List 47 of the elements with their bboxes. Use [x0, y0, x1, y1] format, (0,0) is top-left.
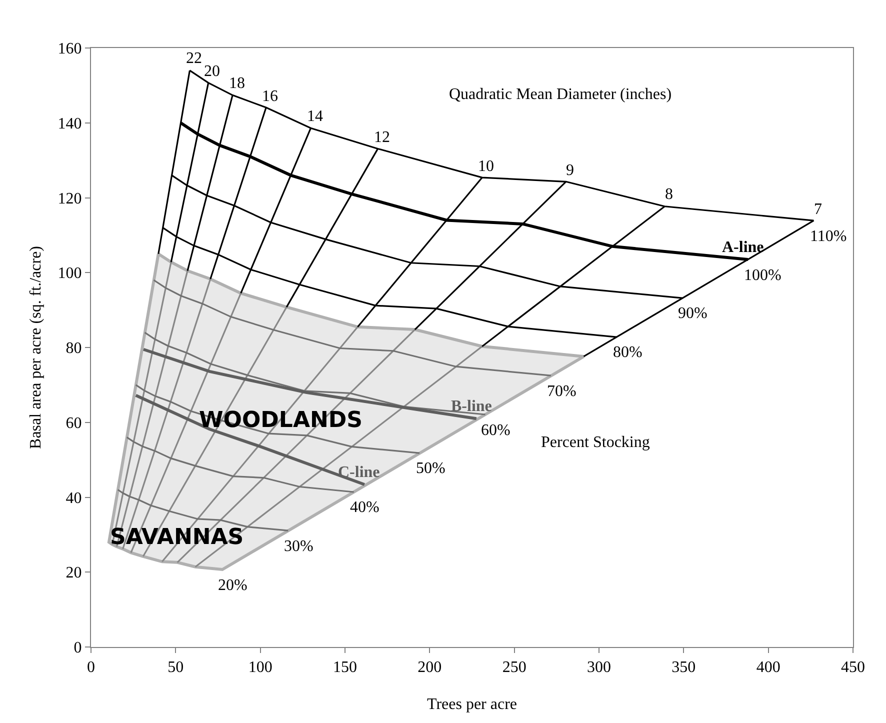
annotation: Percent Stocking: [541, 434, 650, 451]
annotation: 22: [186, 50, 202, 67]
annotation: 18: [229, 75, 245, 92]
annotation: 100%: [744, 267, 782, 284]
annotation: 20%: [218, 577, 248, 594]
annotation: 16: [262, 88, 278, 105]
annotation: 110%: [810, 228, 847, 245]
y-tick-label: 20: [66, 564, 82, 582]
x-tick-label: 0: [87, 659, 95, 676]
annotation: WOODLANDS: [199, 408, 362, 433]
annotation: 10: [478, 158, 494, 175]
y-tick-label: 140: [58, 115, 82, 132]
annotation: Quadratic Mean Diameter (inches): [449, 86, 672, 103]
annotation: 20: [204, 63, 220, 80]
y-tick-label: 100: [58, 265, 82, 282]
x-tick-label: 450: [841, 659, 865, 676]
y-tick-label: 80: [66, 340, 82, 358]
annotation: 7: [814, 201, 822, 218]
y-tick-label: 120: [58, 190, 82, 208]
x-tick-label: 50: [168, 659, 184, 676]
annotation: 40%: [350, 499, 380, 516]
y-axis-title: Basal area per acre (sq. ft./acre): [28, 246, 45, 449]
x-tick-label: 250: [502, 659, 526, 676]
annotation: 80%: [613, 344, 642, 361]
x-axis-title: Trees per acre: [426, 696, 518, 713]
y-tick-label: 0: [74, 640, 82, 657]
x-tick-label: 200: [418, 659, 442, 676]
annotation: 50%: [416, 460, 446, 477]
y-tick-label: 40: [66, 490, 82, 507]
annotation: 60%: [481, 422, 510, 439]
series-label: B-line: [451, 398, 492, 415]
x-tick-label: 350: [672, 659, 696, 676]
annotation: 30%: [284, 538, 314, 555]
annotation: SAVANNAS: [110, 525, 244, 550]
annotation: 14: [307, 108, 323, 125]
annotation: 90%: [678, 305, 708, 322]
annotation: 8: [665, 186, 673, 203]
x-tick-label: 150: [333, 659, 357, 676]
annotation: 12: [374, 129, 390, 146]
y-tick-label: 160: [58, 40, 82, 58]
series-label: A-line: [722, 239, 764, 256]
x-tick-label: 100: [248, 659, 272, 676]
y-tick-label: 60: [66, 414, 82, 432]
x-tick-label: 400: [756, 659, 780, 676]
x-tick-label: 300: [587, 659, 611, 676]
annotation: 70%: [547, 383, 576, 400]
annotation: 9: [566, 162, 574, 179]
